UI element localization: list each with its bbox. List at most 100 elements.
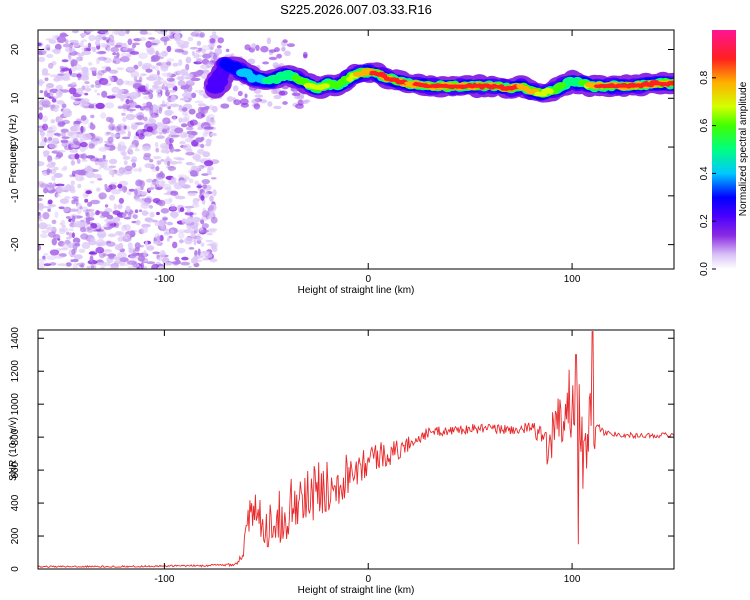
noise-speckle <box>89 67 98 71</box>
ridge-blob <box>558 82 567 88</box>
noise-speckle <box>110 182 117 185</box>
noise-speckle <box>166 221 173 226</box>
noise-speckle <box>109 117 114 124</box>
noise-speckle <box>240 102 249 108</box>
x-tick-label: -100 <box>154 274 174 285</box>
noise-speckle <box>118 167 126 174</box>
noise-speckle <box>118 231 125 238</box>
noise-speckle <box>77 77 81 81</box>
noise-speckle <box>173 33 181 39</box>
noise-speckle <box>193 165 201 172</box>
noise-speckle <box>139 245 144 248</box>
noise-speckle <box>117 105 124 110</box>
noise-speckle <box>146 261 156 265</box>
noise-speckle <box>111 86 120 94</box>
noise-speckle <box>76 207 82 214</box>
noise-speckle <box>85 208 95 212</box>
noise-speckle <box>68 228 74 232</box>
noise-speckle <box>73 120 82 125</box>
noise-speckle <box>51 219 57 225</box>
noise-speckle <box>201 210 210 218</box>
noise-speckle <box>74 100 80 105</box>
noise-speckle <box>88 34 96 42</box>
noise-speckle <box>81 50 91 56</box>
noise-speckle <box>121 112 126 116</box>
noise-speckle <box>47 184 56 189</box>
noise-speckle <box>73 254 83 260</box>
noise-speckle <box>194 100 204 104</box>
noise-speckle <box>59 198 69 204</box>
noise-speckle <box>115 216 120 220</box>
noise-speckle <box>200 195 205 201</box>
noise-speckle <box>137 60 143 67</box>
noise-speckle <box>108 69 119 74</box>
noise-speckle <box>112 52 117 56</box>
noise-speckle <box>69 39 79 43</box>
noise-speckle <box>46 168 51 176</box>
noise-speckle <box>202 184 208 190</box>
noise-speckle <box>151 168 157 172</box>
noise-speckle <box>210 132 217 137</box>
noise-speckle <box>197 47 203 52</box>
noise-speckle <box>70 180 75 186</box>
noise-speckle <box>100 266 105 269</box>
noise-speckle <box>45 44 51 50</box>
noise-speckle <box>49 125 57 133</box>
noise-speckle <box>211 105 218 113</box>
noise-speckle <box>155 180 160 185</box>
noise-speckle <box>172 115 177 121</box>
noise-speckle <box>201 173 209 176</box>
y-tick-label: 600 <box>10 461 21 478</box>
noise-speckle <box>180 117 189 123</box>
noise-speckle <box>184 176 190 179</box>
noise-speckle <box>127 242 133 250</box>
noise-speckle <box>149 74 159 79</box>
noise-speckle <box>156 135 165 140</box>
noise-speckle <box>155 166 160 172</box>
noise-speckle <box>42 99 50 106</box>
noise-speckle <box>74 98 82 102</box>
noise-speckle <box>273 105 282 110</box>
noise-speckle <box>162 117 171 125</box>
noise-speckle <box>85 217 92 220</box>
noise-speckle <box>68 242 72 248</box>
noise-speckle <box>202 257 209 261</box>
noise-speckle <box>79 126 86 133</box>
noise-speckle <box>170 229 175 234</box>
noise-speckle <box>56 35 67 44</box>
noise-speckle <box>79 137 84 143</box>
noise-speckle <box>117 30 126 37</box>
noise-speckle <box>174 127 184 134</box>
noise-speckle <box>167 125 178 128</box>
noise-speckle <box>51 238 57 246</box>
noise-speckle <box>143 249 147 257</box>
noise-speckle <box>147 78 157 81</box>
noise-speckle <box>74 153 80 160</box>
noise-speckle <box>57 238 61 241</box>
noise-speckle <box>152 251 160 255</box>
snr-marks <box>38 331 674 568</box>
noise-speckle <box>135 122 144 126</box>
noise-speckle <box>104 102 115 109</box>
noise-speckle <box>179 43 189 49</box>
noise-speckle <box>61 59 69 63</box>
y-tick-label: 20 <box>10 44 21 56</box>
noise-speckle <box>195 236 203 241</box>
noise-speckle <box>42 212 50 220</box>
noise-speckle <box>40 183 49 189</box>
noise-speckle <box>151 219 159 223</box>
noise-speckle <box>111 188 121 195</box>
noise-speckle <box>63 185 70 193</box>
noise-speckle <box>90 199 101 205</box>
noise-speckle <box>49 88 58 94</box>
noise-speckle <box>302 51 308 58</box>
noise-speckle <box>89 123 96 130</box>
noise-speckle <box>100 112 107 119</box>
noise-speckle <box>138 52 148 60</box>
noise-speckle <box>54 255 64 259</box>
noise-speckle <box>110 132 116 139</box>
noise-speckle <box>162 100 165 106</box>
noise-speckle <box>181 118 187 122</box>
noise-speckle <box>186 85 193 93</box>
noise-speckle <box>61 136 70 139</box>
